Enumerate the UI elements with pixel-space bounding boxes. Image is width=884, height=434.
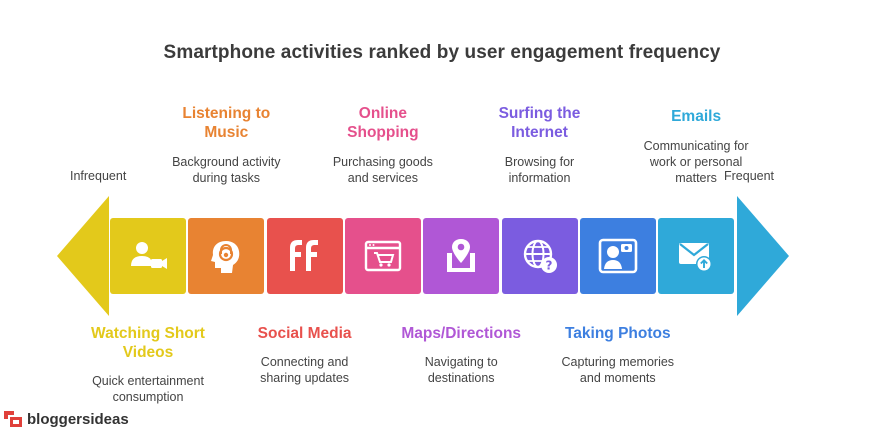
activity-tile-emails: [658, 218, 735, 294]
activity-title-surfing-the-internet: Surfing the Internet: [470, 104, 610, 142]
activity-tile-watching-short-videos: [110, 218, 186, 294]
logo-mark-icon: [4, 411, 22, 427]
activity-title-line: Emails: [671, 108, 722, 125]
activity-desc-line: and services: [347, 171, 418, 185]
activity-desc-line: during tasks: [192, 171, 260, 185]
activity-desc-line: Browsing for: [504, 155, 575, 169]
activity-desc-taking-photos: Capturing memories and moments: [543, 354, 693, 386]
activity-desc-line: and moments: [579, 371, 656, 385]
activity-desc-watching-short-videos: Quick entertainment consumption: [73, 373, 223, 405]
scale-low-label: Infrequent: [70, 169, 127, 183]
map-pin-icon: [440, 235, 482, 277]
shopping-cart-icon: [362, 235, 404, 277]
activity-title-line: Shopping: [347, 124, 419, 141]
activity-title-line: Taking Photos: [564, 325, 671, 342]
activity-desc-line: Purchasing goods: [332, 155, 433, 169]
activity-desc-line: Capturing memories: [561, 355, 675, 369]
svg-text:?: ?: [545, 259, 552, 273]
activity-desc-emails: Communicating for work or personal matters: [621, 138, 771, 186]
left-arrowhead: [57, 196, 109, 316]
activity-title-social-media: Social Media: [235, 324, 375, 343]
activity-title-line: Watching Short: [91, 325, 205, 342]
activity-title-line: Maps/Directions: [401, 325, 522, 342]
page-title: Smartphone activities ranked by user eng…: [163, 42, 721, 63]
activity-tile-listening-to-music: [188, 218, 265, 294]
activity-tile-social-media: [266, 218, 343, 294]
photo-user-icon: [597, 235, 639, 277]
video-user-icon: [127, 235, 169, 277]
activity-desc-surfing-the-internet: Browsing for information: [465, 154, 615, 186]
activity-desc-line: Connecting and: [260, 355, 349, 369]
social-media-icon: [284, 235, 326, 277]
activity-tile-online-shopping: [344, 218, 421, 294]
activity-desc-line: Background activity: [172, 155, 281, 169]
activity-tile-taking-photos: [579, 218, 656, 294]
activity-desc-line: work or personal: [649, 155, 743, 169]
activity-tile-surfing-the-internet: ?: [501, 218, 578, 294]
activity-title-listening-to-music: Listening to Music: [156, 104, 296, 142]
activity-title-line: Online: [358, 105, 407, 122]
activity-desc-line: Communicating for: [643, 139, 749, 153]
activity-title-line: Music: [204, 124, 249, 141]
activity-title-emails: Emails: [626, 107, 766, 126]
activity-desc-line: matters: [675, 171, 717, 185]
activity-title-line: Videos: [122, 344, 174, 361]
activity-title-online-shopping: Online Shopping: [313, 104, 453, 142]
brand-logo: bloggersideas: [2, 409, 129, 429]
scale-high-label: Frequent: [724, 169, 775, 183]
right-arrowhead: [737, 196, 789, 316]
headphones-head-icon: [205, 235, 247, 277]
activity-title-line: Internet: [511, 124, 568, 141]
activity-title-line: Social Media: [257, 325, 352, 342]
activity-desc-maps-directions: Navigating to destinations: [386, 354, 536, 386]
email-icon: [675, 235, 717, 277]
activity-title-taking-photos: Taking Photos: [548, 324, 688, 343]
activity-desc-line: sharing updates: [260, 371, 350, 385]
activity-desc-line: information: [508, 171, 571, 185]
activity-title-watching-short-videos: Watching Short Videos: [78, 324, 218, 362]
activity-desc-line: Navigating to: [424, 355, 498, 369]
activity-title-line: Surfing the: [498, 105, 581, 122]
activity-title-maps-directions: Maps/Directions: [391, 324, 531, 343]
activity-desc-social-media: Connecting and sharing updates: [230, 354, 380, 386]
activity-tile-maps-directions: [423, 218, 500, 294]
activity-desc-listening-to-music: Background activity during tasks: [151, 154, 301, 186]
logo-text: bloggersideas: [27, 410, 129, 428]
activity-desc-line: Quick entertainment: [92, 374, 204, 388]
activity-desc-line: consumption: [112, 390, 184, 404]
globe-question-icon: ?: [519, 235, 561, 277]
activity-desc-line: destinations: [427, 371, 495, 385]
activity-title-line: Listening to: [182, 105, 271, 122]
activity-desc-online-shopping: Purchasing goods and services: [308, 154, 458, 186]
